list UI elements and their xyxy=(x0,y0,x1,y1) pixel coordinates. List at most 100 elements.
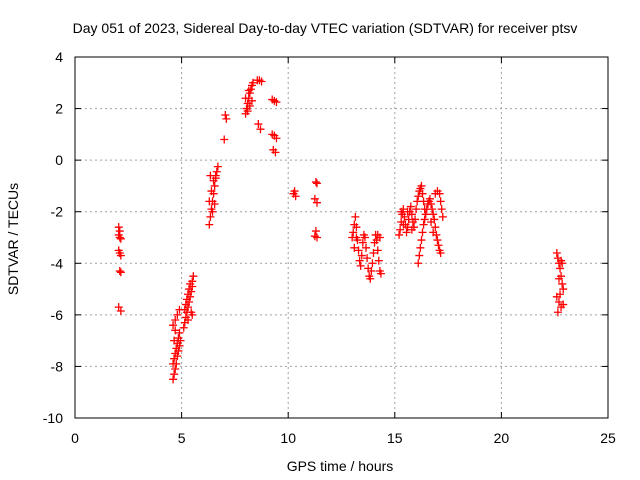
data-series xyxy=(268,95,281,157)
data-series xyxy=(552,248,568,317)
data-series xyxy=(348,212,385,283)
data-point xyxy=(556,264,565,273)
data-point xyxy=(115,233,124,242)
data-point xyxy=(369,248,378,257)
data-point xyxy=(360,233,369,242)
data-point xyxy=(212,167,221,176)
data-point xyxy=(171,365,180,374)
data-series xyxy=(395,181,429,239)
data-point xyxy=(556,290,565,299)
data-point xyxy=(407,210,416,219)
data-point xyxy=(116,306,125,315)
data-point xyxy=(553,308,562,317)
data-point xyxy=(245,101,254,110)
data-point xyxy=(351,212,360,221)
data-point xyxy=(435,189,444,198)
data-point xyxy=(189,272,198,281)
data-point xyxy=(114,303,123,312)
data-point xyxy=(559,285,568,294)
data-point xyxy=(362,243,371,252)
data-point xyxy=(175,341,184,350)
data-point xyxy=(374,256,383,265)
data-point xyxy=(243,107,252,116)
data-point xyxy=(406,202,415,211)
data-point xyxy=(425,194,434,203)
data-point xyxy=(185,285,194,294)
chart-title: Day 051 of 2023, Sidereal Day-to-day VTE… xyxy=(73,20,578,36)
data-point xyxy=(311,227,320,236)
data-point xyxy=(418,228,427,237)
data-point xyxy=(417,236,426,245)
data-point xyxy=(427,199,436,208)
data-point xyxy=(171,316,180,325)
data-point xyxy=(310,232,319,241)
data-point xyxy=(559,300,568,309)
data-point xyxy=(412,205,421,214)
data-point xyxy=(173,352,182,361)
data-point xyxy=(249,78,258,87)
data-point xyxy=(247,96,256,105)
data-point xyxy=(241,94,250,103)
data-point xyxy=(376,269,385,278)
data-point xyxy=(210,199,219,208)
data-point xyxy=(355,256,364,265)
data-point xyxy=(403,207,412,216)
data-point xyxy=(311,178,320,187)
data-point xyxy=(310,194,319,203)
data-point xyxy=(220,135,229,144)
data-point xyxy=(414,192,423,201)
data-point xyxy=(116,234,125,243)
data-point xyxy=(554,274,563,283)
data-point xyxy=(417,181,426,190)
y-tick-label: -4 xyxy=(51,255,64,271)
data-point xyxy=(173,310,182,319)
x-tick-label: 20 xyxy=(494,430,510,446)
data-point xyxy=(182,295,191,304)
x-axis: 0 5 10 15 20 25 xyxy=(71,57,616,446)
data-series xyxy=(169,305,185,384)
data-point xyxy=(312,233,321,242)
data-point xyxy=(411,215,420,224)
data-point xyxy=(174,346,183,355)
data-point xyxy=(172,359,181,368)
data-point xyxy=(356,261,365,270)
y-tick-label: -8 xyxy=(51,358,64,374)
data-point xyxy=(418,189,427,198)
data-point xyxy=(437,205,446,214)
y-tick-label: 4 xyxy=(55,49,63,65)
x-tick-label: 25 xyxy=(600,430,616,446)
data-point xyxy=(438,212,447,221)
data-point xyxy=(352,233,361,242)
y-tick-label: -10 xyxy=(43,410,63,426)
x-tick-label: 5 xyxy=(178,430,186,446)
data-series xyxy=(220,111,231,144)
data-point xyxy=(415,251,424,260)
data-series xyxy=(205,162,222,229)
y-tick-label: -6 xyxy=(51,307,64,323)
data-point xyxy=(552,248,561,257)
data-point xyxy=(205,197,214,206)
data-point xyxy=(368,259,377,268)
data-point xyxy=(244,86,253,95)
x-tick-label: 10 xyxy=(280,430,296,446)
data-point xyxy=(171,326,180,335)
data-point xyxy=(363,254,372,263)
data-point xyxy=(183,316,192,325)
y-axis-label: SDTVAR / TECUs xyxy=(5,183,21,295)
data-series xyxy=(414,187,447,268)
data-point xyxy=(207,187,216,196)
data-markers xyxy=(114,76,568,384)
data-series xyxy=(310,178,321,242)
data-point xyxy=(434,241,443,250)
data-point xyxy=(557,256,566,265)
x-axis-label: GPS time / hours xyxy=(287,458,394,474)
data-point xyxy=(350,243,359,252)
data-series xyxy=(241,78,258,118)
data-point xyxy=(373,246,382,255)
data-point xyxy=(416,243,425,252)
data-point xyxy=(271,148,280,157)
data-point xyxy=(210,181,219,190)
y-tick-label: 2 xyxy=(55,101,63,117)
data-point xyxy=(272,134,281,143)
